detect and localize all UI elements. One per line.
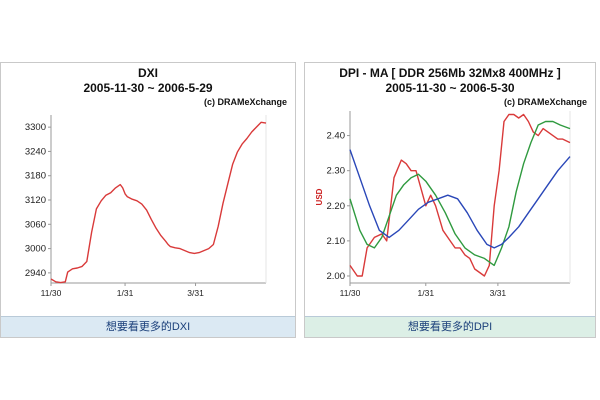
dxi-y-tick-label: 3300 (25, 122, 46, 133)
dpi-y-tick-label: 2.20 (327, 201, 346, 212)
dxi-panel: DXI 2005-11-30 ~ 2006-5-29 (c) DRAMeXcha… (0, 62, 296, 338)
dxi-x-tick-label: 1/31 (117, 288, 134, 298)
dpi-series-line-2 (349, 149, 571, 249)
dxi-x-tick-label: 11/30 (41, 288, 62, 298)
dxi-x-tick-label: 3/31 (187, 288, 204, 298)
dpi-series-line-0 (349, 113, 571, 277)
dxi-chart-title: DXI (137, 66, 158, 80)
dpi-x-tick-label: 11/30 (340, 288, 361, 298)
dpi-panel: DPI - MA [ DDR 256Mb 32Mx8 400MHz ] 2005… (304, 62, 596, 338)
dpi-credit: (c) DRAMeXchange (503, 97, 587, 107)
dxi-date-range: 2005-11-30 ~ 2006-5-29 (83, 81, 213, 95)
dxi-y-tick-label: 3180 (25, 171, 46, 182)
dpi-y-tick-label: 2.00 (327, 271, 346, 282)
dpi-y-tick-label: 2.10 (327, 236, 346, 247)
dpi-x-tick-label: 1/31 (418, 288, 435, 298)
dxi-credit: (c) DRAMeXchange (203, 97, 287, 107)
dxi-y-tick-label: 3240 (25, 146, 46, 157)
dpi-date-range: 2005-11-30 ~ 2006-5-30 (385, 81, 515, 95)
dxi-line-chart: 2940 3000 3060 3120 3180 3240 3300 11/30 1/31 3/3… (25, 115, 267, 298)
dxi-y-tick-label: 2940 (25, 268, 46, 279)
dxi-y-tick-label: 3000 (25, 244, 46, 255)
dpi-y-axis-label: USD (315, 188, 324, 205)
dxi-y-tick-label: 3060 (25, 219, 46, 230)
dpi-y-tick-label: 2.30 (327, 166, 346, 177)
dpi-series-line-1 (349, 120, 571, 267)
dpi-y-tick-label: 2.40 (327, 131, 346, 142)
dpi-line-chart: 2.00 2.10 2.20 2.30 2.40 11/30 1/31 3/31 USD (315, 111, 571, 298)
dpi-x-tick-label: 3/31 (490, 288, 507, 298)
more-dxi-link[interactable]: 想要看更多的DXI (1, 316, 295, 337)
dxi-series-line-0 (50, 121, 267, 284)
more-dpi-link[interactable]: 想要看更多的DPI (305, 316, 595, 337)
dpi-chart-title: DPI - MA [ DDR 256Mb 32Mx8 400MHz ] (339, 66, 561, 80)
dxi-y-tick-label: 3120 (25, 195, 46, 206)
